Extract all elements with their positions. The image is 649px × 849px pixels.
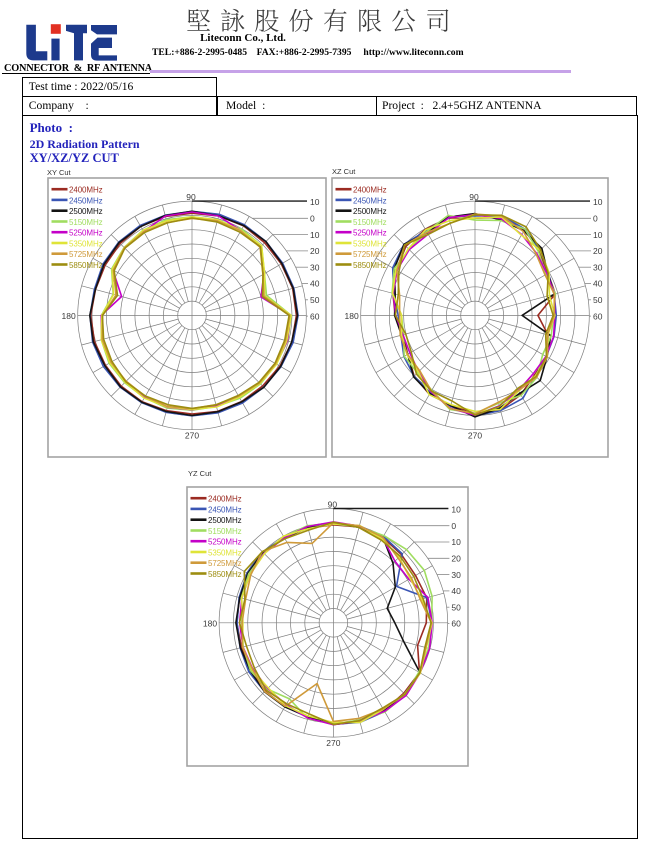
svg-text:2500MHz: 2500MHz (69, 207, 103, 216)
svg-text:5725MHz: 5725MHz (353, 250, 387, 259)
svg-text:5350MHz: 5350MHz (353, 239, 387, 248)
svg-text:5250MHz: 5250MHz (69, 229, 103, 238)
svg-text:180: 180 (203, 618, 217, 628)
svg-text:50: 50 (593, 295, 603, 305)
svg-text:2450MHz: 2450MHz (353, 196, 387, 205)
svg-text:5850MHz: 5850MHz (353, 261, 387, 270)
svg-text:0: 0 (451, 521, 456, 531)
svg-text:10: 10 (310, 230, 320, 240)
svg-text:2400MHz: 2400MHz (353, 186, 387, 195)
svg-text:0: 0 (310, 214, 315, 224)
svg-text:2450MHz: 2450MHz (69, 196, 103, 205)
svg-text:60: 60 (451, 619, 461, 629)
svg-text:5250MHz: 5250MHz (353, 229, 387, 238)
svg-text:50: 50 (451, 602, 461, 612)
svg-text:270: 270 (326, 738, 340, 748)
svg-text:50: 50 (310, 295, 320, 305)
svg-text:90: 90 (186, 192, 196, 202)
svg-text:10: 10 (593, 197, 603, 207)
svg-text:90: 90 (328, 499, 338, 509)
svg-text:5850MHz: 5850MHz (208, 570, 242, 579)
svg-text:20: 20 (451, 554, 461, 564)
svg-text:5350MHz: 5350MHz (69, 239, 103, 248)
svg-text:180: 180 (62, 311, 76, 321)
svg-text:30: 30 (451, 570, 461, 580)
svg-text:0: 0 (593, 214, 598, 224)
svg-text:5250MHz: 5250MHz (208, 538, 242, 547)
svg-text:40: 40 (451, 586, 461, 596)
svg-text:40: 40 (593, 279, 603, 289)
svg-text:5150MHz: 5150MHz (208, 527, 242, 536)
svg-text:180: 180 (344, 311, 358, 321)
svg-text:2400MHz: 2400MHz (208, 495, 242, 504)
svg-text:30: 30 (593, 262, 603, 272)
svg-text:2500MHz: 2500MHz (208, 516, 242, 525)
svg-text:60: 60 (310, 311, 320, 321)
svg-text:5725MHz: 5725MHz (208, 559, 242, 568)
svg-text:5725MHz: 5725MHz (69, 250, 103, 259)
svg-text:5850MHz: 5850MHz (69, 261, 103, 270)
svg-text:270: 270 (467, 430, 481, 440)
svg-text:10: 10 (593, 230, 603, 240)
svg-text:5350MHz: 5350MHz (208, 548, 242, 557)
svg-text:60: 60 (593, 311, 603, 321)
svg-text:5150MHz: 5150MHz (69, 218, 103, 227)
svg-text:20: 20 (593, 246, 603, 256)
svg-text:270: 270 (185, 430, 199, 440)
svg-text:20: 20 (310, 246, 320, 256)
svg-text:90: 90 (469, 192, 479, 202)
svg-text:10: 10 (451, 505, 461, 515)
svg-text:2400MHz: 2400MHz (69, 186, 103, 195)
svg-text:5150MHz: 5150MHz (353, 218, 387, 227)
svg-text:10: 10 (451, 537, 461, 547)
svg-text:30: 30 (310, 262, 320, 272)
svg-text:10: 10 (310, 197, 320, 207)
svg-text:2450MHz: 2450MHz (208, 505, 242, 514)
svg-text:2500MHz: 2500MHz (353, 207, 387, 216)
svg-text:40: 40 (310, 279, 320, 289)
